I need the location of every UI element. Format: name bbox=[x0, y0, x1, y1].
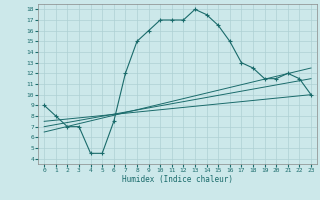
X-axis label: Humidex (Indice chaleur): Humidex (Indice chaleur) bbox=[122, 175, 233, 184]
